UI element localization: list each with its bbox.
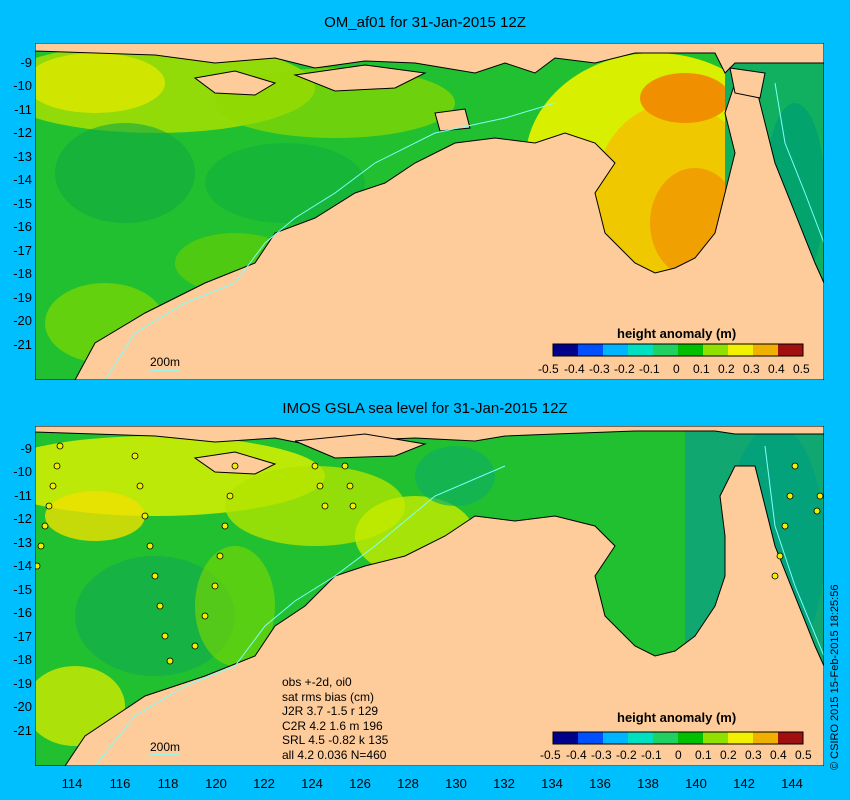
- top-map: [35, 43, 824, 380]
- bottom-map: [35, 426, 824, 766]
- bottom-map-title: IMOS GSLA sea level for 31-Jan-2015 12Z: [282, 400, 568, 417]
- bottom-colorbar: [552, 731, 804, 745]
- bottom-colorbar-title: height anomaly (m): [617, 710, 737, 725]
- top-scale-label: 200m: [150, 355, 181, 369]
- top-colorbar: [552, 343, 804, 357]
- copyright-stamp: © CSIRO 2015 15-Feb-2015 18:25:56: [829, 584, 841, 770]
- altimeter-stats: obs +-2d, oi0 sat rms bias (cm) J2R 3.7 …: [282, 675, 389, 762]
- altimeter-tracks: [35, 442, 824, 665]
- top-colorbar-title: height anomaly (m): [617, 326, 737, 341]
- top-map-title: OM_af01 for 31-Jan-2015 12Z: [324, 14, 526, 31]
- bottom-scale-label: 200m: [150, 740, 181, 754]
